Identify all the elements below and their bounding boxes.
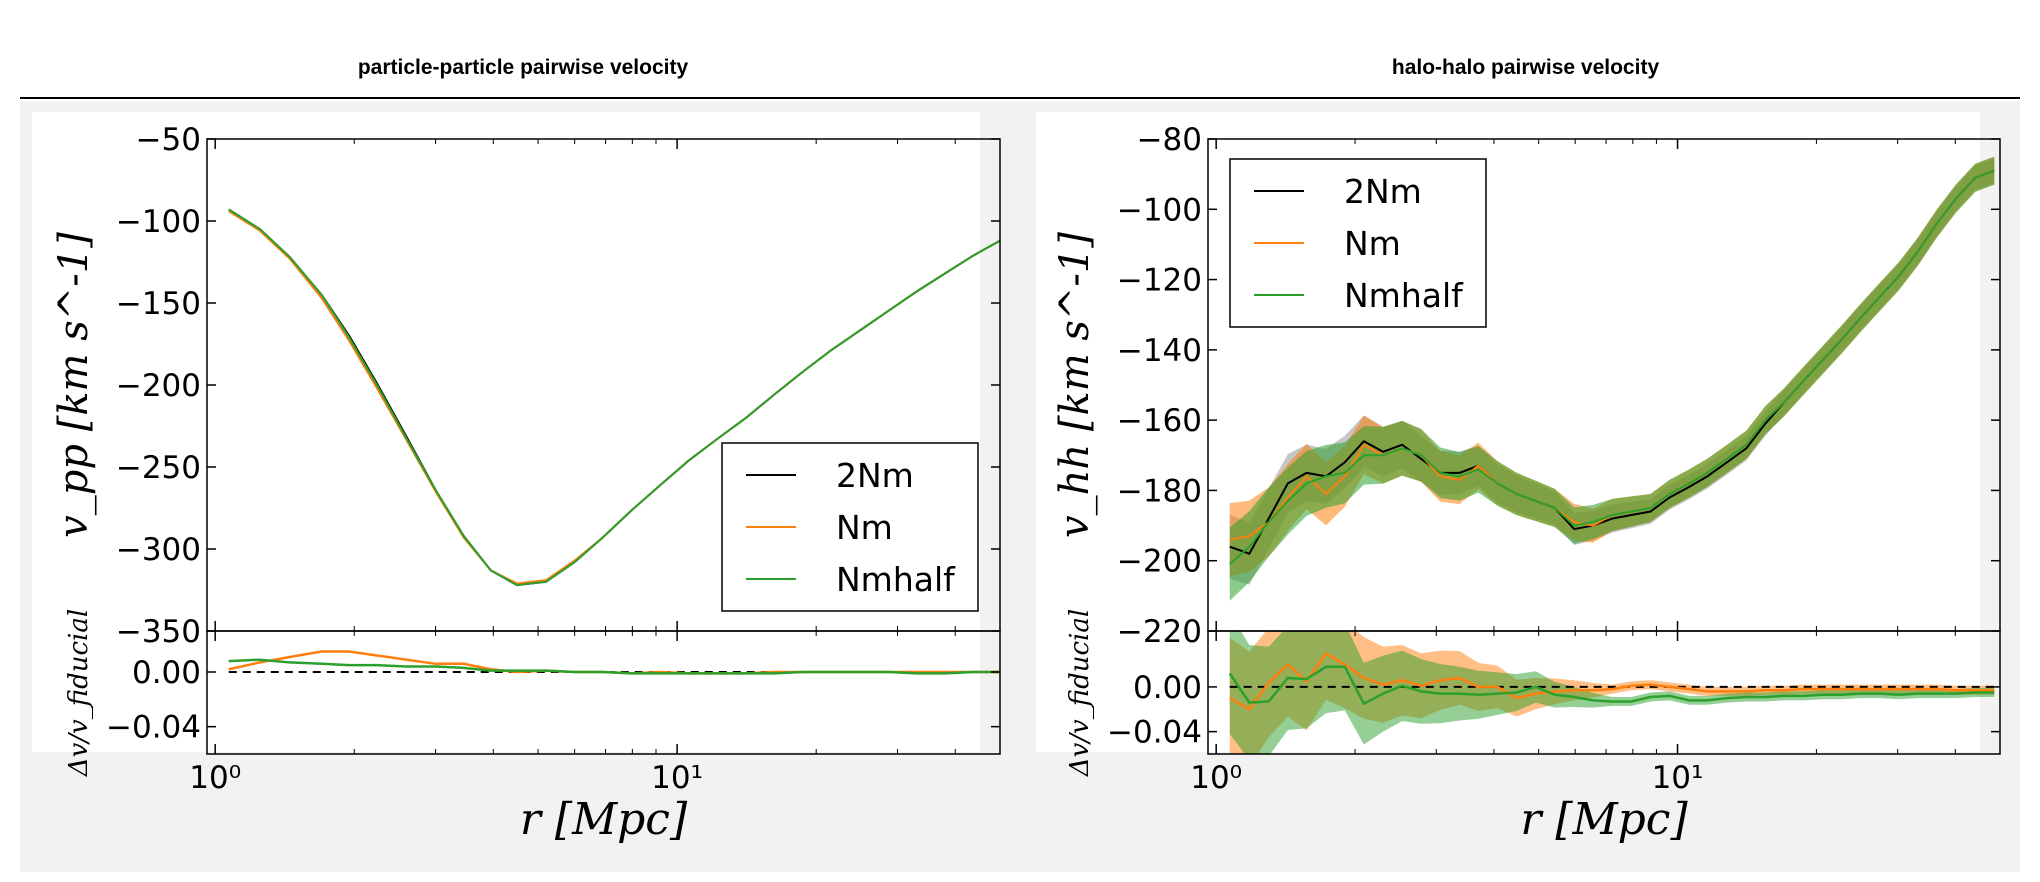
ratio-y-axis-label: Δv/v_fiducial	[64, 609, 94, 777]
header-divider	[20, 97, 2020, 99]
ratio-y-axis-label: Δv/v_fiducial	[1065, 609, 1095, 777]
y-tick-label: −350	[116, 614, 201, 650]
ratio-y-tick-label: 0.00	[1133, 670, 1202, 706]
y-tick-label: −180	[1117, 473, 1202, 509]
y-tick-label: −250	[116, 450, 201, 486]
x-axis-label: r [Mpc]	[1520, 794, 1688, 845]
y-tick-label: −50	[136, 122, 201, 158]
legend-label-2nm: 2Nm	[836, 456, 914, 495]
legend-label-nmhalf: Nmhalf	[836, 560, 956, 599]
ratio-line-nmhalf	[1228, 665, 1995, 706]
y-tick-label: −220	[1117, 614, 1202, 650]
legend-label-nm: Nm	[1344, 224, 1401, 263]
x-axis-label: r [Mpc]	[520, 794, 688, 845]
legend-label-nmhalf: Nmhalf	[1344, 276, 1464, 315]
panel-background	[32, 112, 980, 752]
legend-label-2nm: 2Nm	[1344, 172, 1422, 211]
ratio-y-tick-label: −0.04	[1107, 715, 1202, 751]
y-tick-label: −100	[116, 204, 201, 240]
x-tick-label: 10¹	[1652, 760, 1704, 796]
series-line-nmhalf	[1229, 169, 1995, 565]
x-tick-label: 10¹	[651, 760, 703, 796]
y-tick-label: −300	[116, 532, 201, 568]
y-tick-label: −140	[1117, 333, 1202, 369]
y-tick-label: −80	[1137, 122, 1202, 158]
left-panel-title: particle-particle pairwise velocity	[357, 56, 689, 79]
y-tick-label: −200	[116, 368, 201, 404]
ratio-y-tick-label: 0.00	[132, 655, 201, 691]
band-nmhalf	[1229, 156, 1995, 601]
main-plot-area	[1229, 156, 1995, 601]
panel-background	[1036, 112, 1980, 752]
y-axis-label: v_hh [km s^-1]	[1052, 232, 1098, 538]
y-tick-label: −160	[1117, 403, 1202, 439]
y-tick-label: −150	[116, 286, 201, 322]
ratio-axes-frame	[1207, 630, 2001, 755]
ratio-axes-frame	[206, 630, 1001, 755]
ratio-plot-area	[1228, 631, 2000, 754]
y-tick-label: −120	[1117, 263, 1202, 299]
ratio-band-nmhalf	[1229, 631, 1995, 754]
ratio-plot-area	[228, 650, 1000, 675]
y-tick-label: −200	[1117, 544, 1202, 580]
legend-label-nm: Nm	[836, 508, 893, 547]
main-plot-area	[228, 208, 1000, 587]
y-axis-label: v_pp [km s^-1]	[51, 232, 97, 538]
ratio-y-tick-label: −0.04	[106, 710, 201, 746]
series-line-nmhalf	[228, 208, 1000, 587]
ratio-line-nmhalf	[228, 658, 1000, 675]
x-tick-label: 10⁰	[1190, 760, 1242, 796]
y-tick-label: −100	[1117, 192, 1202, 228]
ratio-line-nm	[1229, 651, 1995, 711]
right-panel-title: halo-halo pairwise velocity	[1391, 56, 1660, 79]
x-tick-label: 10⁰	[189, 760, 241, 796]
